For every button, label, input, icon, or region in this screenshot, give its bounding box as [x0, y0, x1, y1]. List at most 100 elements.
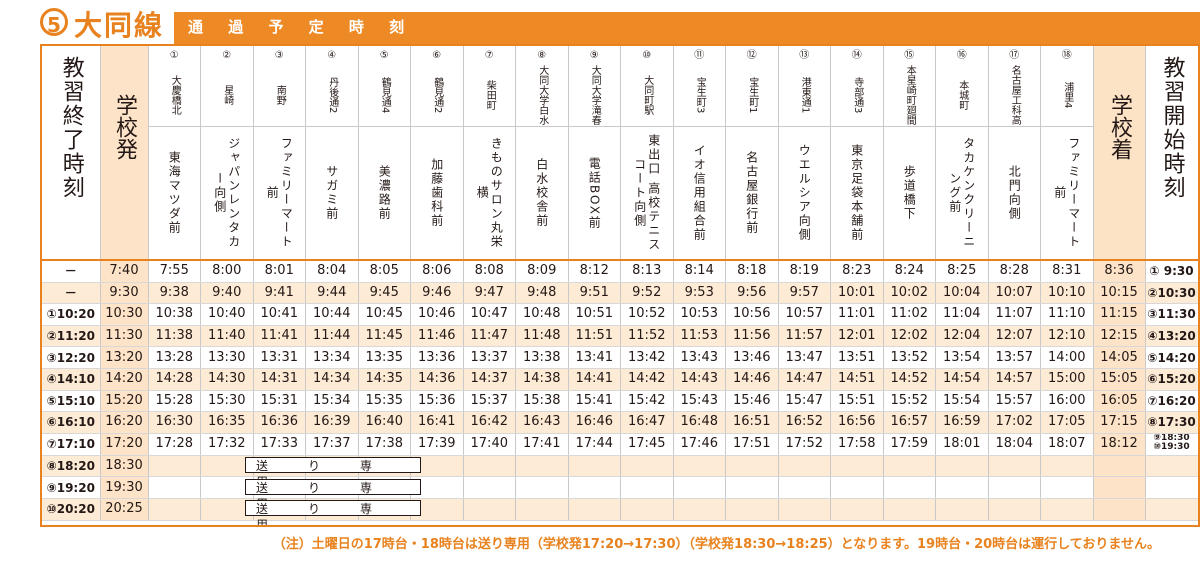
stop-time: 15:51	[830, 390, 884, 413]
table-row: ⑦17:10 17:20 17:28 17:32 17:33 17:37 17:38 17:3…	[42, 433, 1198, 456]
stop-time: 13:57	[988, 346, 1041, 369]
depart-time: 11:30	[100, 325, 149, 348]
stop-name: 大同町駅	[641, 75, 653, 115]
stop-time: 10:01	[830, 282, 884, 305]
stop-landmark: 美濃路前	[377, 165, 392, 221]
stop-time: 17:46	[673, 433, 726, 456]
stop-time: 11:56	[725, 325, 779, 348]
stop-time: 17:52	[778, 433, 831, 456]
stop-time: 10:51	[568, 303, 621, 326]
empty-cell	[410, 498, 464, 521]
stop-time: 14:47	[778, 368, 831, 391]
lesson-end-time: ③12:20	[42, 346, 101, 369]
lesson-start-time: ⑤14:20	[1145, 346, 1198, 369]
stop-landmark: サガミ前	[324, 165, 339, 221]
route-name: 大同線	[74, 9, 165, 42]
stop-time: 14:51	[830, 368, 884, 391]
table-row: － 9:30 9:38 9:40 9:41 9:44 9:45 9:46 9:47 9:48 9:5…	[42, 282, 1198, 305]
empty-cell	[148, 455, 201, 478]
stop-number: ⑧	[537, 50, 547, 61]
lesson-end-time: ⑦17:10	[42, 433, 101, 456]
stop-time: 16:48	[673, 411, 726, 434]
stop-time: 8:25	[935, 260, 989, 283]
stop-time: 14:43	[673, 368, 726, 391]
stop-time: 16:51	[725, 411, 779, 434]
stop-time: 16:00	[1040, 390, 1094, 413]
stop-time: 16:47	[620, 411, 674, 434]
arrive-time: 10:15	[1093, 282, 1146, 305]
stop-time: 9:52	[620, 282, 674, 305]
stop-time: 9:57	[778, 282, 831, 305]
arrive-time	[1093, 498, 1146, 521]
depart-time: 18:30	[100, 455, 149, 478]
send-only-box: 送り専用	[245, 478, 421, 511]
stop-landmark: イオ信用組合前	[692, 144, 707, 242]
empty-cell	[935, 476, 989, 499]
stop-time: 17:44	[568, 433, 621, 456]
timetable: 教習終了時刻 学校発 ① 大慶橋北 東海マツダ前 ② 星崎 ジャパンレンタカー向側 ③ 南野フ…	[40, 44, 1200, 527]
stop-number: ⑰	[1009, 50, 1020, 61]
arrive-time: 14:05	[1093, 346, 1146, 369]
stop-number: ③	[274, 50, 284, 61]
empty-cell	[778, 476, 831, 499]
empty-cell	[830, 498, 884, 521]
stop-landmark: ウエルシア向側	[797, 144, 812, 242]
stop-time: 15:37	[463, 390, 516, 413]
empty-cell	[883, 498, 936, 521]
stop-time: 10:57	[778, 303, 831, 326]
empty-cell	[463, 498, 516, 521]
stop-number: ⑤	[379, 50, 389, 61]
stop-time: 13:52	[883, 346, 936, 369]
stop-time: 14:41	[568, 368, 621, 391]
stop-time: 17:40	[463, 433, 516, 456]
arrive-time: 12:15	[1093, 325, 1146, 348]
stop-landmark: 電話BOX前	[587, 156, 602, 230]
stop-time: 10:04	[935, 282, 989, 305]
stop-name: 丹後通2	[326, 76, 338, 114]
stop-time: 8:31	[1040, 260, 1094, 283]
lesson-start-time	[1145, 476, 1198, 499]
empty-cell	[410, 476, 464, 499]
stop-time: 12:07	[988, 325, 1041, 348]
depart-time: 20:25	[100, 498, 149, 521]
lesson-end-time: ②11:20	[42, 325, 101, 348]
empty-cell	[725, 476, 779, 499]
table-row: － 7:40 7:55 8:00 8:01 8:04 8:05 8:06 8:08 8:09 8:1…	[42, 260, 1198, 283]
empty-cell	[988, 476, 1041, 499]
stop-header-16: ⑯ 本城町 タカケンクリーニング前	[935, 46, 989, 261]
empty-cell	[568, 498, 621, 521]
empty-cell	[515, 476, 569, 499]
stop-header-15: ⑮ 本星崎町廻間 歩道橋下	[883, 46, 936, 261]
stop-time: 9:45	[358, 282, 411, 305]
stop-landmark: ファミリーマート前	[1052, 137, 1081, 249]
lesson-end-time: ①10:20	[42, 303, 101, 326]
arrive-time	[1093, 455, 1146, 478]
stop-name: 宝生町3	[694, 76, 706, 114]
stop-time: 13:37	[463, 346, 516, 369]
stop-header-9: ⑨ 大同大学滝春 電話BOX前	[568, 46, 621, 261]
stop-time: 10:44	[305, 303, 359, 326]
depart-header: 学校発	[100, 46, 149, 261]
empty-cell	[1040, 476, 1094, 499]
stop-time: 10:07	[988, 282, 1041, 305]
empty-cell	[148, 498, 201, 521]
stop-time: 14:00	[1040, 346, 1094, 369]
lesson-end-time: ⑩20:20	[42, 498, 101, 521]
stop-time: 13:36	[410, 346, 464, 369]
lesson-end-time: ④14:10	[42, 368, 101, 391]
stop-header-8: ⑧ 大同大学白水 白水校舎前	[515, 46, 569, 261]
arrive-time: 11:15	[1093, 303, 1146, 326]
stop-time: 16:41	[410, 411, 464, 434]
stop-time: 16:43	[515, 411, 569, 434]
stop-time: 10:53	[673, 303, 726, 326]
stop-header-2: ② 星崎 ジャパンレンタカー向側	[200, 46, 254, 261]
stop-time: 13:35	[358, 346, 411, 369]
stop-time: 9:53	[673, 282, 726, 305]
stop-number: ⑯	[956, 50, 967, 61]
stop-time: 11:53	[673, 325, 726, 348]
stop-time: 14:37	[463, 368, 516, 391]
stop-time: 11:40	[200, 325, 254, 348]
stop-time: 9:51	[568, 282, 621, 305]
lesson-start-time: ⑧17:30	[1145, 411, 1198, 434]
empty-cell	[935, 455, 989, 478]
